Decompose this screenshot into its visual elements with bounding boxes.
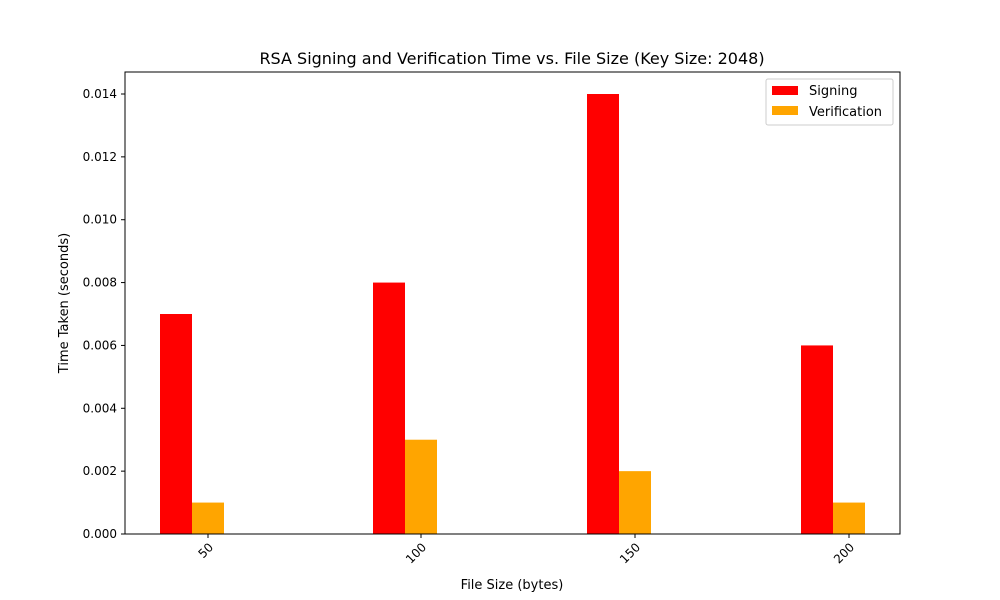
y-tick-label: 0.000 (83, 527, 117, 541)
y-tick-label: 0.010 (83, 213, 117, 227)
legend-label-verification: Verification (809, 105, 882, 120)
bar-signing-100 (373, 282, 405, 534)
y-tick-label: 0.006 (83, 338, 117, 352)
y-tick-label: 0.014 (83, 87, 117, 101)
y-tick-label: 0.002 (83, 464, 117, 478)
bar-signing-150 (587, 94, 619, 534)
x-tick-label: 200 (831, 540, 857, 566)
bar-signing-50 (160, 314, 192, 534)
legend: Signing Verification (765, 78, 894, 126)
bar-verification-100 (405, 439, 437, 534)
x-tick-label: 150 (617, 540, 643, 566)
x-tick-label: 50 (195, 540, 216, 561)
legend-swatch-signing (772, 86, 798, 95)
y-tick-label: 0.012 (83, 150, 117, 164)
x-axis-label: File Size (bytes) (461, 578, 564, 593)
x-tick-label: 100 (403, 540, 429, 566)
bar-signing-200 (801, 345, 833, 534)
plot-frame (124, 71, 901, 535)
y-axis-label: Time Taken (seconds) (57, 233, 72, 374)
y-tick-label: 0.008 (83, 276, 117, 290)
legend-swatch-verification (772, 106, 798, 115)
legend-label-signing: Signing (809, 84, 857, 99)
bars-layer (160, 94, 865, 534)
bar-verification-200 (833, 502, 865, 534)
y-tick-label: 0.004 (83, 401, 117, 415)
x-axis: 50 100 150 200 (195, 534, 857, 566)
bar-verification-150 (619, 471, 651, 534)
bar-verification-50 (192, 502, 224, 534)
y-axis: 0.000 0.002 0.004 0.006 0.008 0.010 0.012 0.014 (83, 87, 125, 541)
chart-title: RSA Signing and Verification Time vs. Fi… (259, 49, 764, 68)
